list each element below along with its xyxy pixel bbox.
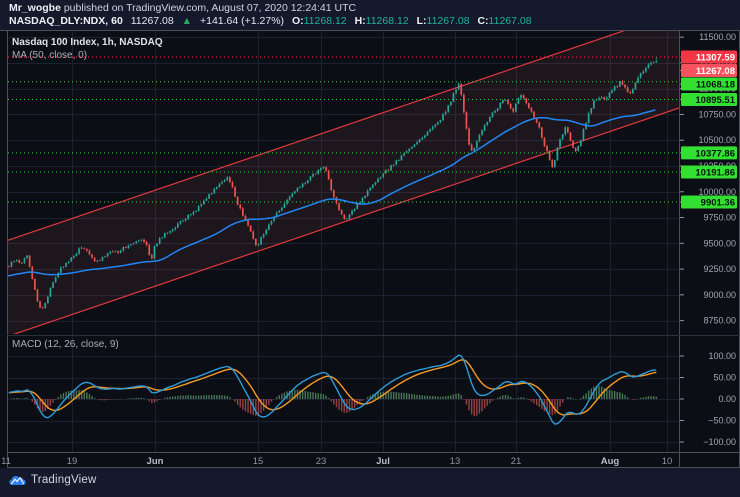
tradingview-logo[interactable]: TradingView	[9, 474, 96, 486]
last-price-label: 11267.08	[680, 64, 737, 78]
ma-50-line	[8, 109, 656, 277]
svg-text:9250.00: 9250.00	[703, 264, 736, 274]
svg-text:−50.00: −50.00	[708, 416, 736, 426]
svg-text:10895.51: 10895.51	[695, 95, 735, 106]
symbol-line: NASDAQ_DLY:NDX, 60 11267.08 ▲ +141.64 (+…	[9, 15, 537, 28]
price-label-alert-high: 11307.59	[680, 50, 737, 64]
close-value: 11267.08	[488, 15, 532, 27]
svg-text:10191.86: 10191.86	[695, 168, 735, 179]
price-label-support: 11068.18	[680, 77, 737, 91]
svg-text:−100.00: −100.00	[703, 437, 736, 447]
macd-lines	[8, 354, 657, 425]
svg-text:13: 13	[450, 456, 461, 467]
svg-text:100.00: 100.00	[708, 351, 736, 361]
header: Mr_wogbe published on TradingView.com, A…	[0, 0, 740, 30]
svg-text:11068.18: 11068.18	[696, 80, 735, 91]
price-label-support: 9901.36	[680, 195, 737, 209]
svg-text:9500.00: 9500.00	[703, 238, 736, 248]
high-label: H:	[354, 15, 366, 27]
svg-text:11: 11	[1, 456, 11, 467]
price-label-support: 10895.51	[680, 92, 737, 106]
svg-text:11267.08: 11267.08	[696, 66, 735, 77]
change-text: +141.64 (+1.27%)	[199, 15, 285, 27]
symbol-interval: NASDAQ_DLY:NDX, 60	[9, 15, 123, 27]
svg-text:Jul: Jul	[376, 456, 390, 467]
svg-text:23: 23	[316, 456, 327, 467]
svg-text:21: 21	[511, 456, 522, 467]
svg-text:11500.00: 11500.00	[699, 32, 736, 42]
svg-text:10000.00: 10000.00	[698, 187, 736, 197]
low-value: 11267.08	[426, 15, 470, 27]
svg-text:10500.00: 10500.00	[698, 135, 736, 145]
price-label-support: 10377.86	[680, 146, 737, 160]
svg-text:9901.36: 9901.36	[701, 197, 735, 208]
svg-text:10: 10	[662, 456, 673, 467]
svg-text:8750.00: 8750.00	[703, 316, 736, 326]
svg-text:10377.86: 10377.86	[695, 148, 735, 159]
time-axis[interactable]: 11 19 Jun 15 23 Jul 13 21 Aug 10	[1, 456, 672, 467]
close-label: C:	[477, 15, 489, 27]
svg-text:9000.00: 9000.00	[703, 290, 736, 300]
publish-line: Mr_wogbe published on TradingView.com, A…	[9, 2, 356, 15]
tradingview-cloud-mountain-icon	[9, 476, 26, 485]
svg-text:10750.00: 10750.00	[698, 109, 736, 119]
grid	[8, 31, 679, 452]
open-value: 11268.12	[303, 15, 347, 27]
up-arrow-icon: ▲	[181, 15, 193, 27]
tradingview-brand-text: TradingView	[31, 474, 97, 486]
published-text: published on TradingView.com, August 07,…	[60, 2, 357, 14]
header-last-price: 11267.08	[130, 15, 174, 27]
svg-text:19: 19	[67, 456, 78, 467]
high-value: 11268.12	[365, 15, 409, 27]
svg-text:11307.59: 11307.59	[696, 53, 735, 64]
footer-bar: TradingView	[0, 468, 740, 497]
svg-text:Aug: Aug	[601, 456, 620, 467]
low-label: L:	[416, 15, 427, 27]
svg-text:15: 15	[253, 456, 264, 467]
open-label: O:	[291, 15, 304, 27]
chart-canvas[interactable]: 11500.0011250.0011000.0010750.0010500.00…	[0, 30, 740, 468]
svg-text:0.00: 0.00	[718, 394, 736, 404]
author-name: Mr_wogbe	[9, 2, 61, 14]
svg-text:Jun: Jun	[147, 456, 164, 467]
candlestick-series	[8, 57, 658, 310]
price-axis[interactable]: 11500.0011250.0011000.0010750.0010500.00…	[680, 32, 737, 447]
chart-area[interactable]: 11500.0011250.0011000.0010750.0010500.00…	[0, 30, 740, 468]
price-label-support: 10191.86	[680, 165, 737, 179]
svg-text:50.00: 50.00	[713, 373, 736, 383]
svg-text:9750.00: 9750.00	[703, 213, 736, 223]
